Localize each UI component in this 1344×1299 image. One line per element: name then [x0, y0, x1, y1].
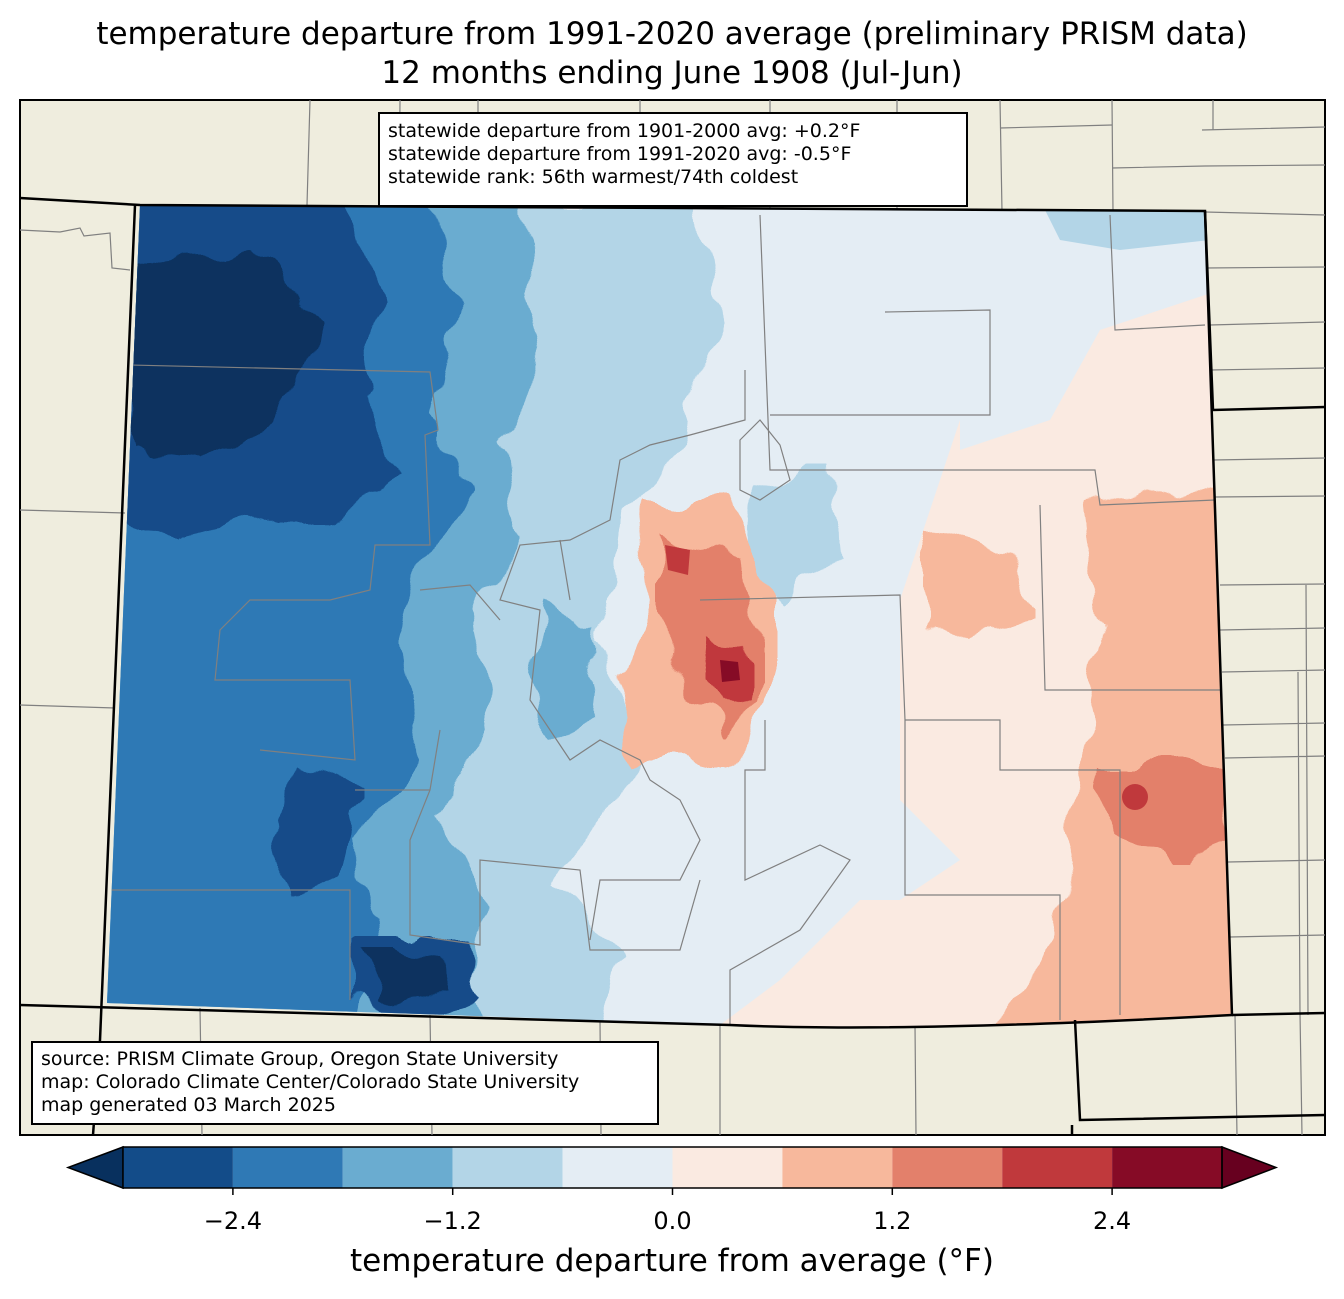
colorbar-bin-6	[782, 1147, 893, 1188]
map-title-line-1: temperature departure from 1991-2020 ave…	[96, 16, 1248, 52]
colorbar-extend-low	[65, 1145, 124, 1190]
colorbar-bin-0	[123, 1147, 233, 1188]
colorbar-tick-label-4: 2.4	[1093, 1207, 1132, 1235]
credits-generated: map generated 03 March 2025	[41, 1094, 336, 1116]
stats-rank: statewide rank: 56th warmest/74th coldes…	[388, 166, 799, 188]
temperature-departure-field	[107, 205, 1232, 1028]
colorbar-bin-1	[232, 1147, 343, 1188]
colorbar-tick-label-0: −2.4	[203, 1207, 263, 1235]
colorado-county-lines	[107, 214, 1220, 1025]
colorbar-extend-high	[1221, 1145, 1279, 1190]
credits-source: source: PRISM Climate Group, Oregon Stat…	[41, 1048, 559, 1070]
colorbar-tick-label-3: 1.2	[873, 1207, 912, 1235]
stats-departure-1901-2000: statewide departure from 1901-2000 avg: …	[388, 120, 861, 142]
colorbar-bin-7	[892, 1147, 1003, 1188]
colorbar-ticks	[232, 1188, 1113, 1195]
colorbar-bin-8	[1002, 1147, 1113, 1188]
colorbar-tick-label-2: 0.0	[653, 1207, 692, 1235]
colorbar-bin-5	[672, 1147, 783, 1188]
colorbar-bin-9	[1112, 1147, 1222, 1188]
colorbar-bin-4	[562, 1147, 673, 1188]
credits-map: map: Colorado Climate Center/Colorado St…	[41, 1071, 580, 1093]
map-title-line-2: 12 months ending June 1908 (Jul-Jun)	[381, 55, 963, 91]
colorbar-bin-3	[452, 1147, 563, 1188]
colorbar-bin-2	[342, 1147, 453, 1188]
stats-departure-1991-2020: statewide departure from 1991-2020 avg: …	[388, 143, 852, 165]
colorbar-tick-label-1: −1.2	[423, 1207, 482, 1235]
statewide-stats-box: statewide departure from 1901-2000 avg: …	[378, 112, 968, 207]
credits-box: source: PRISM Climate Group, Oregon Stat…	[31, 1041, 659, 1125]
colorbar-label: temperature departure from average (°F)	[350, 1243, 994, 1279]
colorbar	[65, 1145, 1279, 1190]
